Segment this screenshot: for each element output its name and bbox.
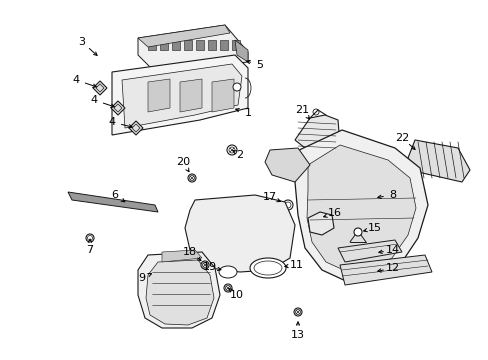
Polygon shape <box>111 101 125 115</box>
Text: 13: 13 <box>290 330 305 340</box>
Text: 10: 10 <box>229 290 244 300</box>
Polygon shape <box>306 145 415 272</box>
Circle shape <box>224 284 231 292</box>
Circle shape <box>232 83 241 91</box>
Polygon shape <box>138 252 220 328</box>
Circle shape <box>293 308 302 316</box>
Polygon shape <box>162 250 202 262</box>
Text: 12: 12 <box>385 263 399 273</box>
Polygon shape <box>212 79 234 112</box>
Polygon shape <box>148 40 156 50</box>
Text: 16: 16 <box>327 208 341 218</box>
Text: 3: 3 <box>79 37 85 47</box>
Polygon shape <box>337 240 401 262</box>
Text: 18: 18 <box>183 247 197 257</box>
Text: 4: 4 <box>108 117 115 127</box>
Polygon shape <box>294 115 339 155</box>
Circle shape <box>353 228 361 236</box>
Polygon shape <box>184 195 294 272</box>
Polygon shape <box>112 55 247 135</box>
Ellipse shape <box>219 266 237 278</box>
Text: 6: 6 <box>111 190 118 200</box>
Circle shape <box>226 145 237 155</box>
Text: 21: 21 <box>294 105 308 115</box>
Polygon shape <box>93 81 107 95</box>
Text: 17: 17 <box>263 192 277 202</box>
Polygon shape <box>138 25 247 72</box>
Polygon shape <box>207 40 216 50</box>
Text: 2: 2 <box>236 150 243 160</box>
Text: 4: 4 <box>72 75 80 85</box>
Text: 7: 7 <box>86 245 93 255</box>
Polygon shape <box>68 192 158 212</box>
Text: 14: 14 <box>385 245 399 255</box>
Polygon shape <box>160 40 168 50</box>
Polygon shape <box>180 79 202 112</box>
Polygon shape <box>172 40 180 50</box>
Text: 22: 22 <box>394 133 408 143</box>
Polygon shape <box>122 64 242 128</box>
Polygon shape <box>183 40 192 50</box>
Circle shape <box>187 174 196 182</box>
Circle shape <box>86 234 94 242</box>
Polygon shape <box>220 40 227 50</box>
Polygon shape <box>148 79 170 112</box>
Polygon shape <box>307 212 333 235</box>
Polygon shape <box>196 40 203 50</box>
Polygon shape <box>264 148 309 182</box>
Text: 8: 8 <box>388 190 396 200</box>
Ellipse shape <box>249 258 285 278</box>
Polygon shape <box>138 25 229 47</box>
Text: 5: 5 <box>256 60 263 70</box>
Text: 19: 19 <box>203 262 217 272</box>
Text: 15: 15 <box>367 223 381 233</box>
Text: 4: 4 <box>90 95 98 105</box>
Polygon shape <box>294 130 427 282</box>
Polygon shape <box>231 40 240 50</box>
Text: 20: 20 <box>176 157 190 167</box>
Polygon shape <box>146 260 214 325</box>
Circle shape <box>201 261 208 269</box>
Polygon shape <box>407 140 469 182</box>
Text: 9: 9 <box>138 273 145 283</box>
Text: 1: 1 <box>244 108 251 118</box>
Polygon shape <box>339 255 431 285</box>
Text: 11: 11 <box>289 260 304 270</box>
Polygon shape <box>129 121 142 135</box>
Polygon shape <box>235 40 247 62</box>
Circle shape <box>283 200 292 210</box>
